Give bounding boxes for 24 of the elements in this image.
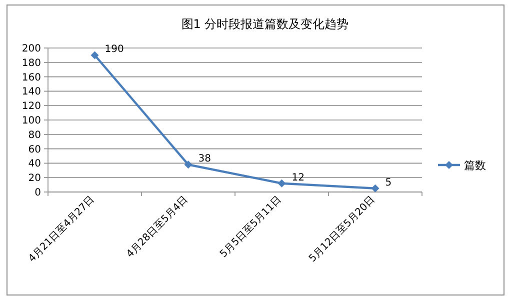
point [90,51,99,60]
point [371,184,380,192]
y-tick-label: 180 [22,58,41,69]
y-tick-label: 140 [22,86,41,98]
y-tick-label: 200 [22,44,41,54]
y-tick-label: 80 [28,130,41,141]
x-tick-label: 5月12日至5月20日 [307,194,378,264]
y-tick-label: 120 [22,101,41,112]
y-tick-label: 0 [34,188,41,198]
x-tick-label: 4月28日至5月4日 [124,194,190,260]
y-tick-label: 40 [28,158,41,170]
x-tick-label: 5月5日至5月11日 [218,194,284,260]
data-label: 38 [198,154,211,165]
y-tick-label: 160 [22,72,41,84]
legend-label: 篇数 [464,159,486,172]
y-tick-label: 60 [28,144,41,156]
data-label: 12 [292,172,304,184]
data-label: 190 [104,44,124,56]
chart-title: 图1 分时段报道篇数及变化趋势 [181,17,349,31]
y-tick-label: 100 [22,116,41,126]
point [184,160,192,169]
point [278,179,286,188]
data-label: 5 [385,177,392,188]
y-tick-label: 20 [28,173,41,184]
